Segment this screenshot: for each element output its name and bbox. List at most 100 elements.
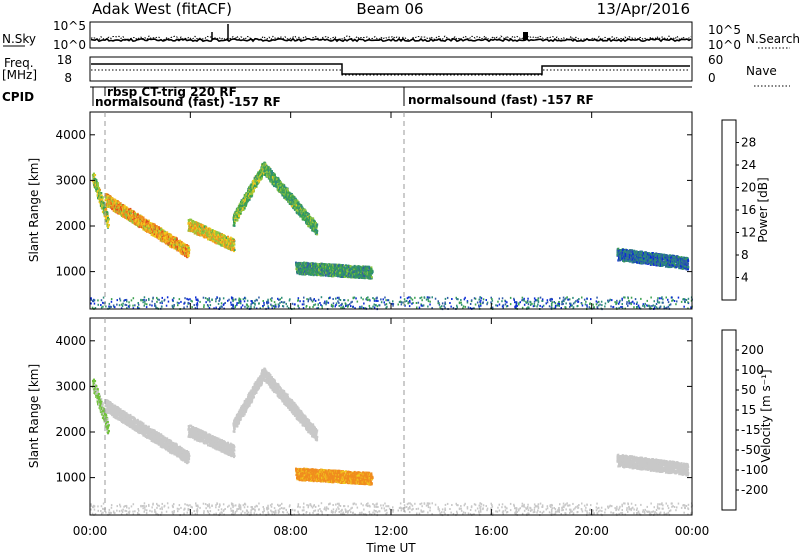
power-scatter-point [134,211,136,214]
power-scatter-point [123,214,126,218]
power-scatter-point [99,197,102,201]
power-scatter-point [94,180,97,183]
power-scatter-point [201,228,203,231]
power-scatter-point [272,180,275,183]
power-scatter-point [203,234,206,237]
power-scatter-point [132,217,135,221]
power-scatter-point [138,225,141,229]
power-scatter-point [113,203,116,206]
power-scatter-point [190,229,193,232]
power-scatter-point [315,231,318,234]
power-scatter-point [187,255,189,258]
power-scatter-point [101,198,104,201]
power-scatter-point [100,196,103,199]
power-scatter-point [349,265,352,268]
power-scatter-point [198,228,201,231]
power-scatter-point [94,174,97,177]
power-scatter-point [184,250,187,253]
power-scatter-point [107,223,110,227]
noise-right-tick-bottom: 10^0 [708,38,741,52]
power-scatter-point [186,248,189,251]
power-scatter-point [116,208,119,211]
power-scatter-point [98,187,101,190]
power-scatter-point [122,210,125,213]
power-scatter-point [131,219,134,222]
noise-left-tick-bottom: 10^0 [53,38,86,52]
power-scatter-point [203,225,206,228]
power-scatter-point [122,215,125,218]
power-scatter-point [197,231,200,234]
power-scatter-point [106,213,109,216]
power-scatter-point [236,219,239,222]
power-scatter-point [232,242,235,245]
cpid-entry-normalsound-1: normalsound (fast) -157 RF [95,95,281,109]
power-scatter-point [143,222,146,225]
power-scatter-point [192,220,194,223]
power-scatter-point [139,225,142,228]
power-scatter-point [98,191,101,194]
power-scatter-point [182,244,185,247]
power-scatter-point [120,214,123,217]
power-scatter-point [97,189,99,193]
power-scatter-point [106,195,109,198]
power-scatter-point [107,225,110,228]
power-scatter-point [190,218,193,221]
power-scatter-point [148,227,151,230]
power-scatter-point [175,246,178,249]
power-scatter-point [103,209,106,212]
power-scatter-point [136,216,139,219]
power-scatter-point [113,208,116,211]
noise-panel: N.Sky 10^5 10^0 10^5 10^0 N.Search [2,19,800,52]
power-scatter-point [189,227,192,230]
power-scatter-point [113,198,116,201]
power-scatter-point [162,240,165,243]
power-scatter-point [193,228,196,231]
power-scatter-point [106,222,109,225]
power-scatter-point [316,223,319,226]
power-scatter-point [147,230,150,233]
power-scatter-point [137,216,140,219]
power-scatter-point [97,185,99,188]
power-scatter-point [204,230,207,233]
power-scatter-point [170,235,173,238]
power-scatter-point [173,243,176,246]
power-scatter-point [175,238,178,242]
power-scatter-point [142,216,145,219]
cpid-entry-rbsp: rbsp CT-trig 220 RF [107,85,237,99]
power-scatter-point [142,218,145,221]
power-scatter-point [111,207,114,210]
figure-title: Adak West (fitACF) [92,0,232,18]
power-scatter-point [131,221,134,224]
power-scatter-point [150,224,153,227]
power-scatter-point [189,218,192,221]
power-scatter-point [93,184,96,187]
power-scatter-point [156,231,159,234]
noise-left-label: N.Sky [2,32,36,46]
power-scatter-point [170,241,173,245]
power-scatter-point [197,233,200,236]
power-scatter-point [164,230,166,233]
power-scatter-point [101,207,104,210]
power-scatter-point [100,201,103,204]
power-scatter-point [159,235,162,238]
power-scatter-point [159,232,162,235]
power-scatter-point [188,248,191,251]
noise-sky-trace [90,37,692,43]
power-scatter-point [134,213,137,216]
power-scatter-point [129,207,132,211]
power-scatter-point [132,216,134,219]
power-scatter-point [312,217,315,220]
power-scatter-point [178,245,180,248]
power-scatter-point [163,233,166,236]
power-scatter-point [169,244,172,247]
freq-tick-bottom: 8 [64,71,72,85]
power-scatter-point [118,212,121,215]
power-scatter-point [180,241,183,244]
power-scatter-point [162,229,165,232]
power-scatter-point [141,216,144,219]
power-scatter-point [101,196,104,199]
power-scatter-point [175,245,178,248]
power-scatter-point [163,232,166,235]
power-scatter-point [283,184,286,187]
